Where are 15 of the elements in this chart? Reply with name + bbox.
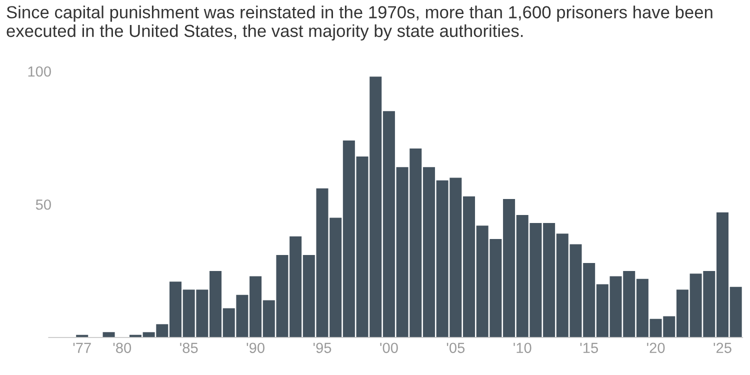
x-tick-label: '20 [647, 342, 665, 354]
x-tick-label: '00 [380, 342, 398, 354]
x-tick-label: '80 [113, 342, 132, 354]
x-tick-label: '10 [514, 342, 532, 354]
chart-title: Since capital punishment was reinstated in the 1970s, more than 1,600 prisoners have been executed in the United States, the vast majority by state authorities. [6, 6, 712, 41]
y-tick-label: 50 [36, 199, 51, 210]
bar [102, 332, 115, 338]
x-tick-label: '90 [246, 342, 264, 354]
x-tick-label: '77 [73, 342, 91, 353]
x-tick-label: '25 [714, 342, 732, 354]
x-tick-label: '15 [580, 342, 598, 354]
y-tick-label: 100 [28, 66, 51, 77]
x-tick-label: '05 [446, 342, 465, 354]
x-tick-label: '95 [313, 342, 332, 354]
x-tick-label: '85 [180, 342, 198, 354]
